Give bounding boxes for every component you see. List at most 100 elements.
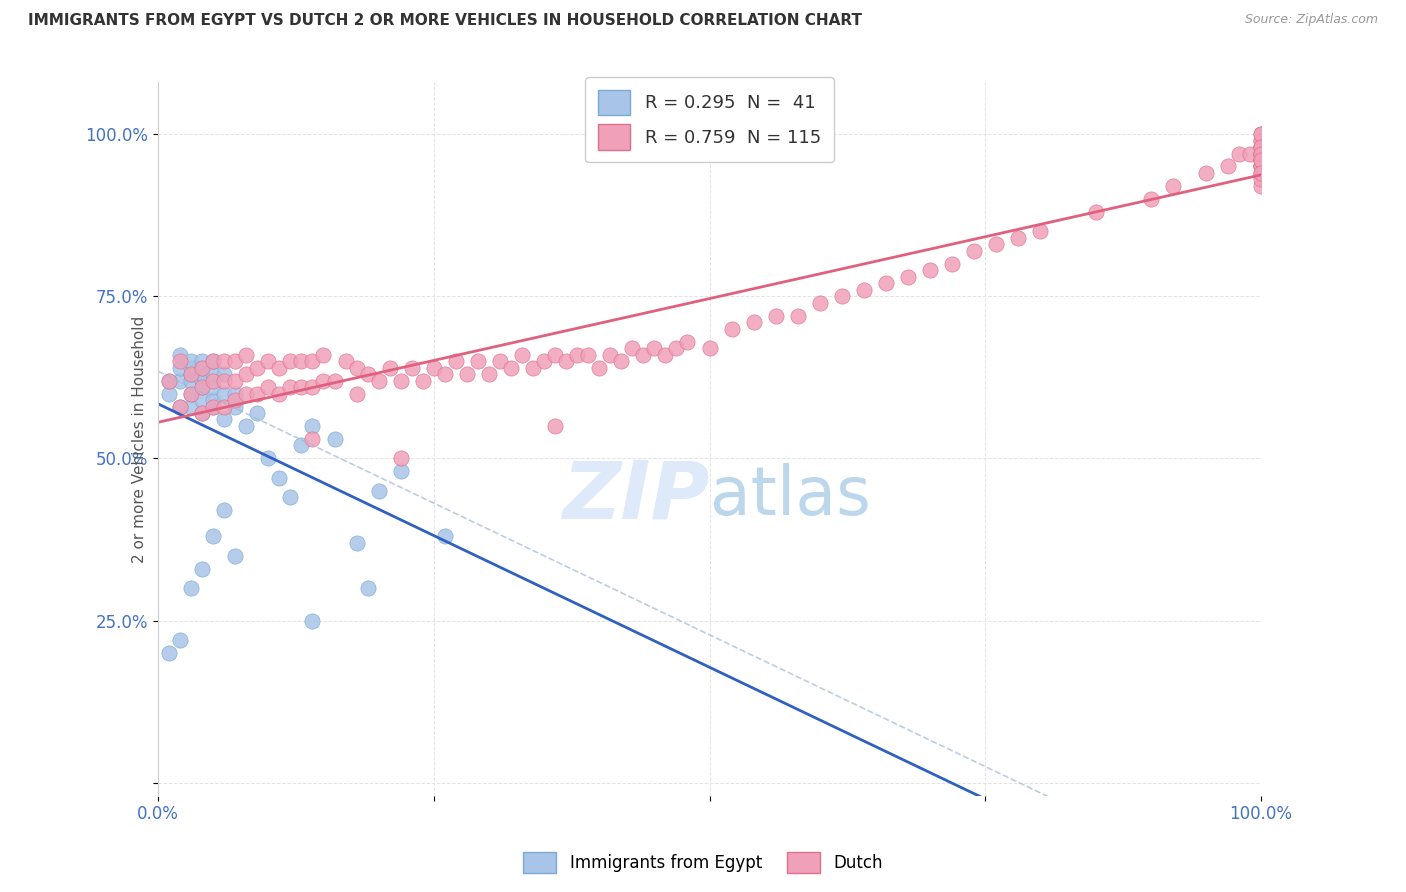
Point — [699, 341, 721, 355]
Point — [389, 464, 412, 478]
Point — [423, 360, 446, 375]
Point — [246, 360, 269, 375]
Point — [555, 354, 578, 368]
Point — [246, 386, 269, 401]
Point — [212, 386, 235, 401]
Point — [157, 386, 180, 401]
Point — [499, 360, 522, 375]
Point — [1250, 178, 1272, 193]
Text: Source: ZipAtlas.com: Source: ZipAtlas.com — [1244, 13, 1378, 27]
Point — [335, 354, 357, 368]
Point — [1250, 146, 1272, 161]
Point — [643, 341, 665, 355]
Point — [1161, 178, 1184, 193]
Point — [346, 386, 368, 401]
Point — [169, 354, 191, 368]
Point — [1227, 146, 1250, 161]
Point — [191, 360, 214, 375]
Point — [191, 367, 214, 381]
Point — [1250, 127, 1272, 141]
Point — [1250, 166, 1272, 180]
Point — [633, 348, 655, 362]
Point — [367, 374, 389, 388]
Point — [852, 283, 875, 297]
Point — [257, 354, 280, 368]
Point — [1250, 146, 1272, 161]
Point — [831, 289, 853, 303]
Point — [1250, 140, 1272, 154]
Point — [986, 237, 1008, 252]
Point — [202, 392, 225, 407]
Point — [191, 392, 214, 407]
Point — [401, 360, 423, 375]
Point — [1250, 140, 1272, 154]
Point — [323, 374, 346, 388]
Point — [367, 483, 389, 498]
Point — [180, 367, 202, 381]
Point — [412, 374, 434, 388]
Point — [665, 341, 688, 355]
Point — [169, 348, 191, 362]
Point — [346, 535, 368, 549]
Point — [180, 360, 202, 375]
Point — [257, 451, 280, 466]
Point — [1250, 127, 1272, 141]
Point — [621, 341, 644, 355]
Point — [191, 406, 214, 420]
Point — [599, 348, 621, 362]
Point — [202, 400, 225, 414]
Point — [1250, 172, 1272, 186]
Point — [235, 348, 257, 362]
Point — [576, 348, 599, 362]
Point — [1029, 224, 1052, 238]
Point — [180, 386, 202, 401]
Point — [1250, 146, 1272, 161]
Point — [1250, 153, 1272, 167]
Text: IMMIGRANTS FROM EGYPT VS DUTCH 2 OR MORE VEHICLES IN HOUSEHOLD CORRELATION CHART: IMMIGRANTS FROM EGYPT VS DUTCH 2 OR MORE… — [28, 13, 862, 29]
Point — [202, 367, 225, 381]
Point — [191, 374, 214, 388]
Point — [212, 374, 235, 388]
Point — [588, 360, 610, 375]
Point — [269, 386, 291, 401]
Point — [269, 471, 291, 485]
Point — [1007, 231, 1029, 245]
Point — [720, 321, 742, 335]
Point — [212, 354, 235, 368]
Point — [180, 354, 202, 368]
Point — [1250, 160, 1272, 174]
Point — [301, 614, 323, 628]
Point — [257, 380, 280, 394]
Point — [224, 354, 246, 368]
Point — [1250, 160, 1272, 174]
Point — [389, 451, 412, 466]
Point — [920, 263, 942, 277]
Point — [191, 380, 214, 394]
Point — [290, 354, 312, 368]
Point — [301, 380, 323, 394]
Point — [290, 380, 312, 394]
Point — [169, 400, 191, 414]
Point — [191, 360, 214, 375]
Point — [1250, 140, 1272, 154]
Point — [280, 380, 302, 394]
Point — [191, 354, 214, 368]
Point — [212, 367, 235, 381]
Point — [510, 348, 533, 362]
Point — [157, 374, 180, 388]
Point — [742, 315, 765, 329]
Point — [191, 406, 214, 420]
Point — [356, 367, 378, 381]
Point — [246, 406, 269, 420]
Point — [1250, 153, 1272, 167]
Point — [941, 257, 963, 271]
Point — [212, 400, 235, 414]
Point — [522, 360, 544, 375]
Point — [301, 419, 323, 434]
Point — [875, 277, 897, 291]
Point — [1250, 134, 1272, 148]
Point — [1139, 192, 1161, 206]
Point — [356, 581, 378, 595]
Point — [180, 581, 202, 595]
Point — [444, 354, 467, 368]
